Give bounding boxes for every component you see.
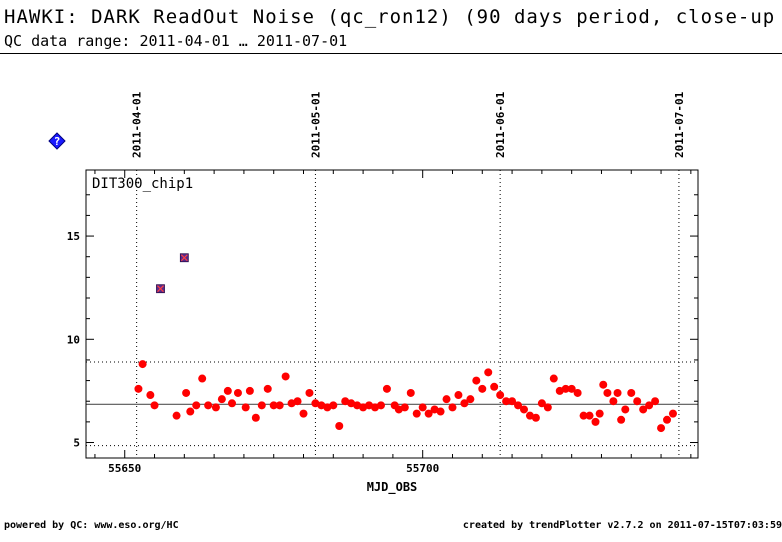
data-point	[269, 401, 278, 410]
data-point	[617, 415, 626, 424]
data-point	[150, 401, 159, 410]
data-point	[599, 380, 608, 389]
data-point	[245, 386, 254, 395]
header-divider	[0, 53, 782, 54]
data-point	[442, 395, 451, 404]
data-point	[663, 415, 672, 424]
plot-frame	[85, 169, 699, 459]
data-point	[484, 368, 493, 377]
outlier-point	[179, 253, 189, 263]
data-point	[223, 386, 232, 395]
data-point	[531, 413, 540, 422]
data-point	[204, 401, 213, 410]
data-point	[668, 409, 677, 418]
outlier-cross	[157, 285, 164, 293]
data-point	[211, 403, 220, 412]
date-marker-label: 2011-05-01	[309, 91, 322, 158]
y-tick-label: 5	[73, 437, 80, 450]
data-point	[192, 401, 201, 410]
data-point	[645, 401, 654, 410]
data-point	[400, 403, 409, 412]
data-point	[376, 401, 385, 410]
footer-created-by: created by trendPlotter v2.7.2 on 2011-0…	[462, 520, 782, 531]
data-point	[496, 391, 505, 400]
date-marker-label: 2011-06-01	[494, 91, 507, 158]
x-axis-label: MJD_OBS	[367, 480, 418, 495]
svg-text:?: ?	[54, 135, 61, 148]
data-point	[406, 388, 415, 397]
data-point	[412, 409, 421, 418]
data-point	[657, 424, 666, 433]
data-point	[573, 388, 582, 397]
data-point	[543, 403, 552, 412]
data-point	[651, 397, 660, 406]
info-icon[interactable]: ?	[48, 132, 66, 150]
data-point	[172, 411, 181, 420]
data-point	[281, 372, 290, 381]
data-point	[466, 395, 475, 404]
data-point	[549, 374, 558, 383]
data-point	[233, 388, 242, 397]
date-marker-label: 2011-07-01	[673, 91, 686, 158]
page-subtitle: QC data range: 2011-04-01 … 2011-07-01	[4, 32, 348, 50]
data-point	[639, 405, 648, 414]
data-point	[472, 376, 481, 385]
outlier-point	[156, 284, 165, 294]
data-point	[567, 384, 576, 393]
data-point	[585, 411, 594, 420]
data-point	[579, 411, 588, 420]
data-point	[186, 407, 195, 416]
data-point	[519, 405, 528, 414]
data-point	[514, 401, 523, 410]
data-point	[613, 388, 622, 397]
data-point	[198, 374, 207, 383]
data-point	[448, 403, 457, 412]
y-tick-label: 15	[67, 230, 80, 243]
data-point	[603, 388, 612, 397]
x-tick-label: 55700	[406, 462, 439, 475]
data-point	[263, 384, 272, 393]
data-point	[382, 384, 391, 393]
data-point	[146, 391, 155, 400]
page-title: HAWKI: DARK ReadOut Noise (qc_ron12) (90…	[4, 6, 776, 28]
data-point	[418, 403, 427, 412]
data-point	[595, 409, 604, 418]
data-point	[436, 407, 445, 416]
x-tick-label: 55650	[108, 462, 141, 475]
footer-powered-by: powered by QC: www.eso.org/HC	[4, 520, 179, 531]
data-point	[241, 403, 250, 412]
data-point	[138, 360, 147, 369]
date-marker-label: 2011-04-01	[131, 91, 144, 158]
data-point	[227, 399, 236, 408]
data-point	[335, 422, 344, 430]
data-point	[478, 384, 487, 393]
data-point	[299, 409, 308, 418]
data-point	[502, 397, 511, 406]
data-point	[537, 399, 546, 408]
data-point	[508, 397, 517, 406]
data-point	[257, 401, 266, 410]
panel-label: DIT300_chip1	[92, 176, 193, 192]
data-point	[454, 391, 463, 400]
data-point	[633, 397, 642, 406]
data-point	[621, 405, 630, 414]
data-point	[627, 388, 636, 397]
data-point	[561, 384, 570, 393]
data-point	[182, 388, 191, 397]
data-point	[293, 397, 302, 406]
data-point	[305, 388, 314, 397]
data-point	[460, 399, 469, 408]
data-point	[134, 384, 143, 393]
data-point	[490, 382, 499, 391]
data-point	[609, 397, 618, 406]
y-tick-label: 10	[67, 333, 80, 346]
outlier-cross	[180, 254, 188, 262]
data-point	[424, 409, 433, 418]
data-point	[275, 401, 284, 410]
data-point	[217, 395, 226, 404]
data-point	[329, 401, 338, 410]
data-point	[251, 413, 260, 422]
data-point	[591, 417, 600, 426]
